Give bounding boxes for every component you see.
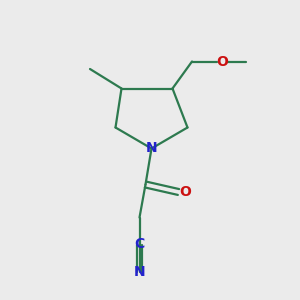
Text: N: N <box>134 265 145 278</box>
Text: O: O <box>216 55 228 68</box>
Text: C: C <box>134 238 145 251</box>
Text: N: N <box>146 142 157 155</box>
Text: O: O <box>179 185 191 199</box>
